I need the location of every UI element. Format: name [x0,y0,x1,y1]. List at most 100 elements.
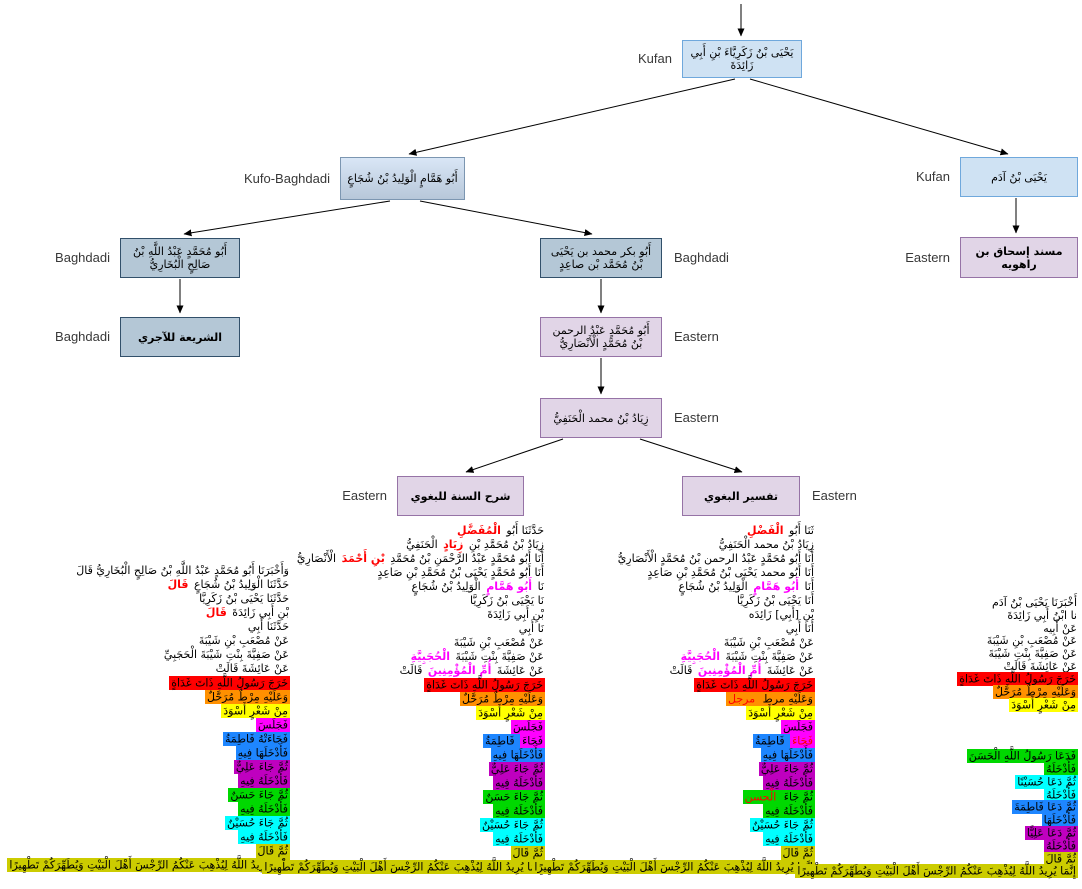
narration-column-sharh-al-sunna-line-22: ثُمَّ جَاءَ حُسَيْنٌ [479,817,545,832]
highlight-segment: فَأَدْخَلَهُ فِيهِ [763,803,815,818]
highlight-segment: إِنَّمَا يُرِيدُ اللَّهُ لِيُذْهِبَ عَنْ… [7,857,290,872]
edge-2 [749,78,1009,156]
text-segment: أَخْبَرَنَا يَحْيَى بْنُ آدَم [992,596,1077,609]
narration-column-tafsir-baghawi-line-24: ثُمَّ قَالَ [780,845,815,860]
text-segment: أَنَا أَبُو مُحَمَّدٍ عَبْدُ الرَّحْمَنِ… [386,552,544,565]
tree-node-abu-hammam-walid-ibn-shuja[interactable]: أَبُو هَمَّامٍ الْوَلِيدُ بْنُ شُجَاعٍ [340,157,465,200]
highlight-segment: مِنْ شَعْرٍ أَسْوَدَ [1009,697,1078,712]
highlight-segment: ثُمَّ جَاءَ حُسَيْنٌ [224,815,290,830]
text-segment: زِيَادُ بْنُ محمد الْحَنَفِيُّ [718,538,814,551]
text-segment: عَنْ صَفِيَّةَ بِنْتِ شَيْبَةَ [988,647,1077,661]
highlight-segment: فَأَدْخَلَهُ فِيهِ [238,829,290,844]
region-label-abd-al-rahman-al-ansari: Eastern [674,329,719,344]
highlight-segment: فَأَدْخَلَهُ فِيهِ [238,801,290,816]
text-segment: عَنْ عَائِشَةَ [763,664,814,677]
text-segment: حَدَّثَنَا أَبُو [502,524,544,537]
highlight-segment: فَأَدْخَلَهُ [1044,761,1078,776]
region-label-musnad-ishaq-ibn-rahawayh: Eastern [905,249,950,265]
text-segment: قَالَتْ [399,664,426,677]
highlight-segment: زِيَادٍ [443,538,464,551]
highlight-segment: فَأَدْخَلَهَا فِيهِ [490,747,545,762]
tree-node-ziyad-ibn-muhammad-al-hanafi[interactable]: زِيَادُ بْنُ محمد الْحَنَفِيُّ [540,398,662,438]
text-segment: عَنْ مُصْعَبِ بْنِ شَيْبَةَ [986,634,1077,648]
narration-column-tafsir-baghawi-line-2: زِيَادُ بْنُ محمد الْحَنَفِيُّ [718,538,815,552]
tree-node-ibn-said[interactable]: أَبُو بكر محمد بن يَحْيَى بْنُ مُحَمَّد … [540,238,662,278]
tree-node-yahya-ibn-adam[interactable]: يَحْيَى بْنُ آدَم [960,157,1078,197]
tree-node-abdullah-ibn-salih-al-bukhari[interactable]: أَبُو مُحَمَّدٍ عَبْدُ اللَّهِ بْنُ صَال… [120,238,240,278]
highlight-segment: ثُمَّ قَالَ [780,845,815,860]
highlight-segment: بْنِ أَحْمَدَ [341,552,385,565]
narration-column-sharh-al-sunna-line-18: ثُمَّ جَاءَ عَلِيٌّ [488,761,545,776]
highlight-segment: فَجَلَسَ [510,719,545,734]
narration-column-tafsir-baghawi-line-9: عَنْ مُصْعَبِ بْنِ شَيْبَةَ [723,636,815,650]
narration-column-tafsir-baghawi-line-6: أَنَا يَحْيَى بْنُ زَكَرِيَّا [736,594,815,608]
text-segment: نَا يَحْيَى بْنُ زَكَرِيَّا [469,594,544,607]
highlight-segment: إِنَّمَا يُرِيدُ اللَّهُ لِيُذْهِبَ عَنْ… [262,859,545,874]
narration-column-tafsir-baghawi-line-11: عَنْ عَائِشَةَ أُمِّ الْمُؤْمِنِينَ قَال… [669,664,815,678]
narration-column-ishaq-ibn-rahawayh-line-13: فَدَعَا رَسُولُ اللَّهِ الْحَسَنَ [966,749,1078,764]
narration-column-ajurri-line-2: حَدَّثَنَا الْوَلِيدُ بْنُ شُجَاعٍ قَالَ [167,578,290,592]
narration-column-sharh-al-sunna-line-15: فَجَلَسَ [510,719,545,734]
highlight-segment: ثُمَّ قَالَ [255,843,290,858]
narration-column-sharh-al-sunna-line-9: عَنْ مُصْعَبِ بْنِ شَيْبَةَ [453,636,545,650]
narration-column-ishaq-ibn-rahawayh-line-18: فَأَدْخَلَهَا [1041,813,1078,828]
narration-column-ishaq-ibn-rahawayh-line-5: عَنْ صَفِيَّةَ بِنْتِ شَيْبَةَ [988,647,1078,661]
text-segment: عَنْ عَائِشَةَ [493,664,544,677]
narration-column-ajurri-line-19: ثُمَّ جَاءَ حُسَيْنٌ [224,815,290,830]
narration-column-sharh-al-sunna-line-10: عَنْ صَفِيَّةَ بِنْتِ شَيْبَةَ الْحُجَبِ… [410,650,545,664]
narration-column-tafsir-baghawi-line-8: أَنَا أَبِي [785,622,815,636]
narration-column-tafsir-baghawi-line-7: بْنِ [أَبِي] زَائِدَه [748,608,815,622]
narration-column-tafsir-baghawi-line-16: فَجَاءَ فَاطِمَةُ [752,733,815,748]
highlight-segment: فَجَلَسَ [780,719,815,734]
highlight-segment: فَجَاءَ [520,733,545,748]
highlight-segment: فَأَدْخَلَهُ [1044,838,1078,853]
region-label-abdullah-ibn-salih-al-bukhari: Baghdadi [55,250,110,265]
highlight-segment: فَأَدْخَلَهَا فِيهِ [235,745,290,760]
narration-column-ajurri-line-4: بْنِ أَبِي زَائِدَةَ قَالَ [205,606,290,620]
tree-node-sharia-lil-ajurri[interactable]: الشريعة للآجري [120,317,240,357]
edge-9 [465,438,564,473]
narration-column-sharh-al-sunna-line-2: زِيَادُ بْنُ مُحَمَّدِ بْنِ زِيَادٍ الْح… [405,538,545,552]
highlight-segment: قَالَ [167,578,189,591]
text-segment: الْأَنْصَارِيُّ [296,552,340,565]
highlight-segment: الْحُجَبِيَّةِ [410,650,451,663]
narration-column-sharh-al-sunna-line-14: مِنْ شَعْرٍ أَسْوَدَ [476,705,545,720]
text-segment: قَالَتْ [669,664,696,677]
text-segment: عَنْ عَائِشَةَ قَالَتْ [215,662,289,675]
highlight-segment: ثُمَّ جَاءَ حَسَنٌ [483,789,545,804]
tree-node-musnad-ishaq-ibn-rahawayh[interactable]: مسند إسحاق بن راهويه [960,237,1078,278]
highlight-segment: فَدَعَا رَسُولُ اللَّهِ الْحَسَنَ [966,749,1078,764]
region-label-tafsir-al-baghawi: Eastern [812,488,857,503]
narration-column-tafsir-baghawi-line-12: خَرَجَ رَسُولُ اللَّهِ ذَاتَ غَدَاةٍ [694,677,815,692]
highlight-segment: ثُمَّ قَالَ [510,845,545,860]
highlight-segment: فَأَدْخَلَهَا [1041,813,1078,828]
highlight-segment: ثُمَّ جَاءَ [778,789,815,804]
edge-4 [419,200,593,237]
highlight-segment: فَجَاءَتْهُ فَاطِمَةُ [223,731,290,746]
tree-node-tafsir-al-baghawi[interactable]: تفسير البغوي [682,476,800,516]
narration-column-ishaq-ibn-rahawayh-line-7: خَرَجَ رَسُولُ اللَّهِ ذَاتَ غَدَاةٍ [957,672,1078,687]
text-segment: بْنِ [أَبِي] زَائِدَه [748,608,814,621]
narration-column-tafsir-baghawi-line-14: مِنْ شَعْرٍ أَسْوَدَ [746,705,815,720]
text-segment: نَا أَبِي [518,622,544,635]
text-segment: أَنَا أَبُو محمد يَحْيَى بْنُ مُحَمَّدِ … [647,566,814,579]
highlight-segment: وَعَلَيْهِ مِرْطٌ مُرَحَّلٌ [460,691,545,706]
text-segment: عَنْ عَائِشَةَ قَالَتْ [1003,660,1077,673]
text-segment: وَأَخْبَرَنَا أَبُو مُحَمَّدٍ عَبْدُ الل… [76,564,289,577]
highlight-segment: أُمِّ الْمُؤْمِنِينَ [427,664,492,677]
highlight-segment: مِنْ شَعْرٍ أَسْوَدَ [221,703,290,718]
text-segment: الْوَلِيدُ بْنُ شُجَاعٍ [411,580,485,593]
tree-node-yahya-ibn-zakariyya[interactable]: يَحْيَى بْنُ زَكَرِيَّاءَ بْنِ أَبِي زَا… [682,40,802,78]
narration-column-ajurri-line-10: وَعَلَيْهِ مِرْطٌ مُرَحَّلٌ [205,689,290,704]
highlight-segment: قَالَ [205,606,227,619]
text-segment: عَنْ صَفِيَّةَ بِنْتِ شَيْبَةَ الْحَجَبِ… [163,648,289,661]
tree-node-abd-al-rahman-al-ansari[interactable]: أَبُو مُحَمَّدٍ عَبْدُ الرحمن بْنُ مُحَم… [540,317,662,357]
highlight-segment: إِنَّمَا يُرِيدُ اللَّهُ لِيُذْهِبَ عَنْ… [795,864,1078,879]
narration-column-sharh-al-sunna-line-17: فَأَدْخَلَهَا فِيهِ [490,747,545,762]
narration-column-ajurri-line-14: فَأَدْخَلَهَا فِيهِ [235,745,290,760]
highlight-segment: فَأَدْخَلَهُ فِيهِ [493,831,545,846]
narration-column-ishaq-ibn-rahawayh-line-20: فَأَدْخَلَهُ [1044,838,1078,853]
tree-node-sharh-al-sunna-lil-baghawi[interactable]: شرح السنة للبغوي [397,476,524,516]
narration-column-ajurri-line-9: خَرَجَ رَسُولُ اللَّهِ ذَاتَ غَدَاةٍ [169,675,290,690]
